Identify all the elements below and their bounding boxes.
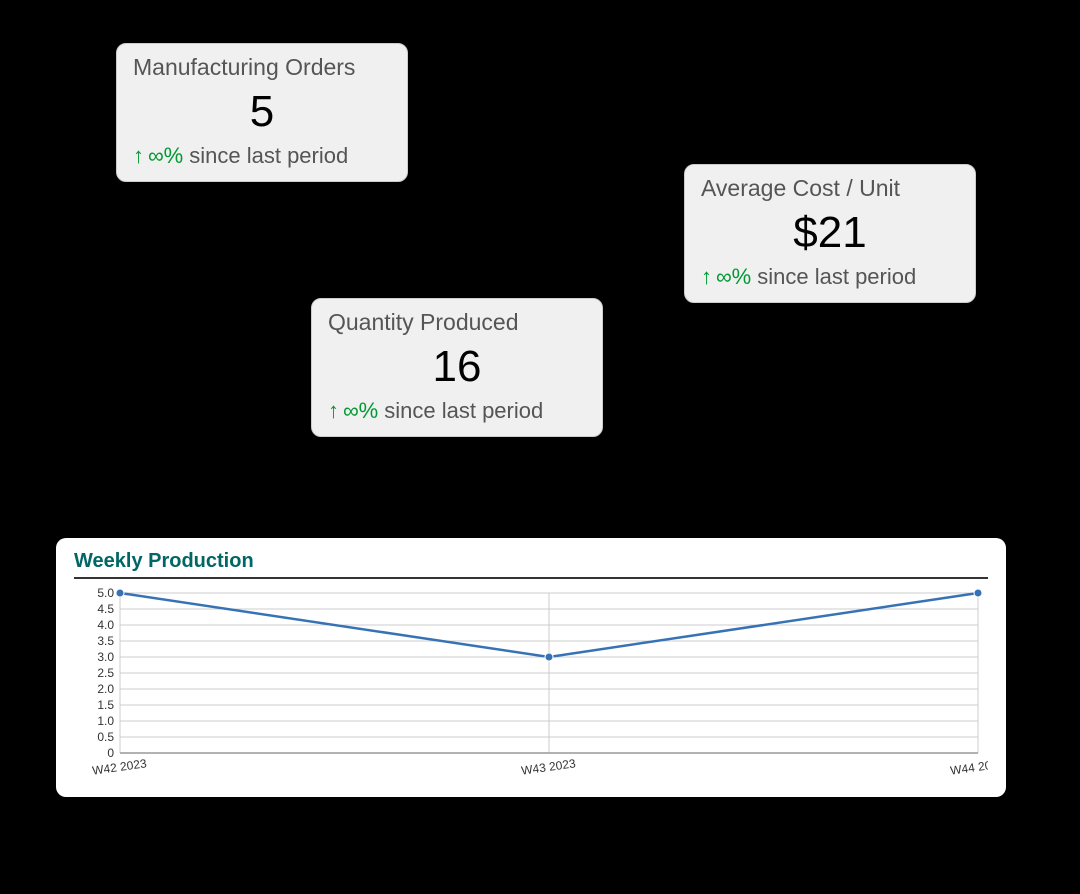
kpi-trend: ↑ ∞% since last period [701, 264, 959, 290]
svg-text:W44 2023: W44 2023 [949, 756, 988, 778]
trend-up-icon: ↑ [328, 398, 339, 424]
line-chart-svg: 0 0.5 1.0 1.5 2.0 2.5 3.0 3.5 4.0 4.5 5.0 W42 2023 W… [74, 587, 988, 787]
trend-up-icon: ↑ [133, 143, 144, 169]
kpi-card-quantity-produced: Quantity Produced 16 ↑ ∞% since last per… [311, 298, 603, 437]
chart-title: Weekly Production [74, 550, 988, 579]
kpi-trend: ↑ ∞% since last period [133, 143, 391, 169]
svg-text:1.0: 1.0 [97, 714, 114, 728]
kpi-title: Average Cost / Unit [701, 175, 959, 202]
kpi-value: $21 [701, 208, 959, 258]
trend-percent: ∞% [716, 264, 751, 290]
svg-text:1.5: 1.5 [97, 698, 114, 712]
svg-text:W43 2023: W43 2023 [520, 756, 576, 778]
svg-text:5.0: 5.0 [97, 587, 114, 600]
kpi-value: 5 [133, 87, 391, 137]
kpi-card-avg-cost-unit: Average Cost / Unit $21 ↑ ∞% since last … [684, 164, 976, 303]
kpi-title: Manufacturing Orders [133, 54, 391, 81]
trend-up-icon: ↑ [701, 264, 712, 290]
trend-since: since last period [757, 264, 916, 290]
trend-since: since last period [189, 143, 348, 169]
svg-text:2.5: 2.5 [97, 666, 114, 680]
trend-percent: ∞% [343, 398, 378, 424]
svg-text:0: 0 [107, 746, 114, 760]
svg-text:4.5: 4.5 [97, 602, 114, 616]
weekly-production-chart-card: Weekly Production 0 0.5 1.0 1.5 2.0 2.5 3.0 3.5… [56, 538, 1006, 797]
svg-text:4.0: 4.0 [97, 618, 114, 632]
svg-text:W42 2023: W42 2023 [91, 756, 147, 778]
svg-text:0.5: 0.5 [97, 730, 114, 744]
kpi-trend: ↑ ∞% since last period [328, 398, 586, 424]
chart-plot-area: 0 0.5 1.0 1.5 2.0 2.5 3.0 3.5 4.0 4.5 5.0 W42 2023 W… [74, 587, 988, 787]
svg-text:2.0: 2.0 [97, 682, 114, 696]
kpi-card-manufacturing-orders: Manufacturing Orders 5 ↑ ∞% since last p… [116, 43, 408, 182]
trend-since: since last period [384, 398, 543, 424]
svg-text:3.0: 3.0 [97, 650, 114, 664]
kpi-value: 16 [328, 342, 586, 392]
kpi-title: Quantity Produced [328, 309, 586, 336]
svg-text:3.5: 3.5 [97, 634, 114, 648]
trend-percent: ∞% [148, 143, 183, 169]
